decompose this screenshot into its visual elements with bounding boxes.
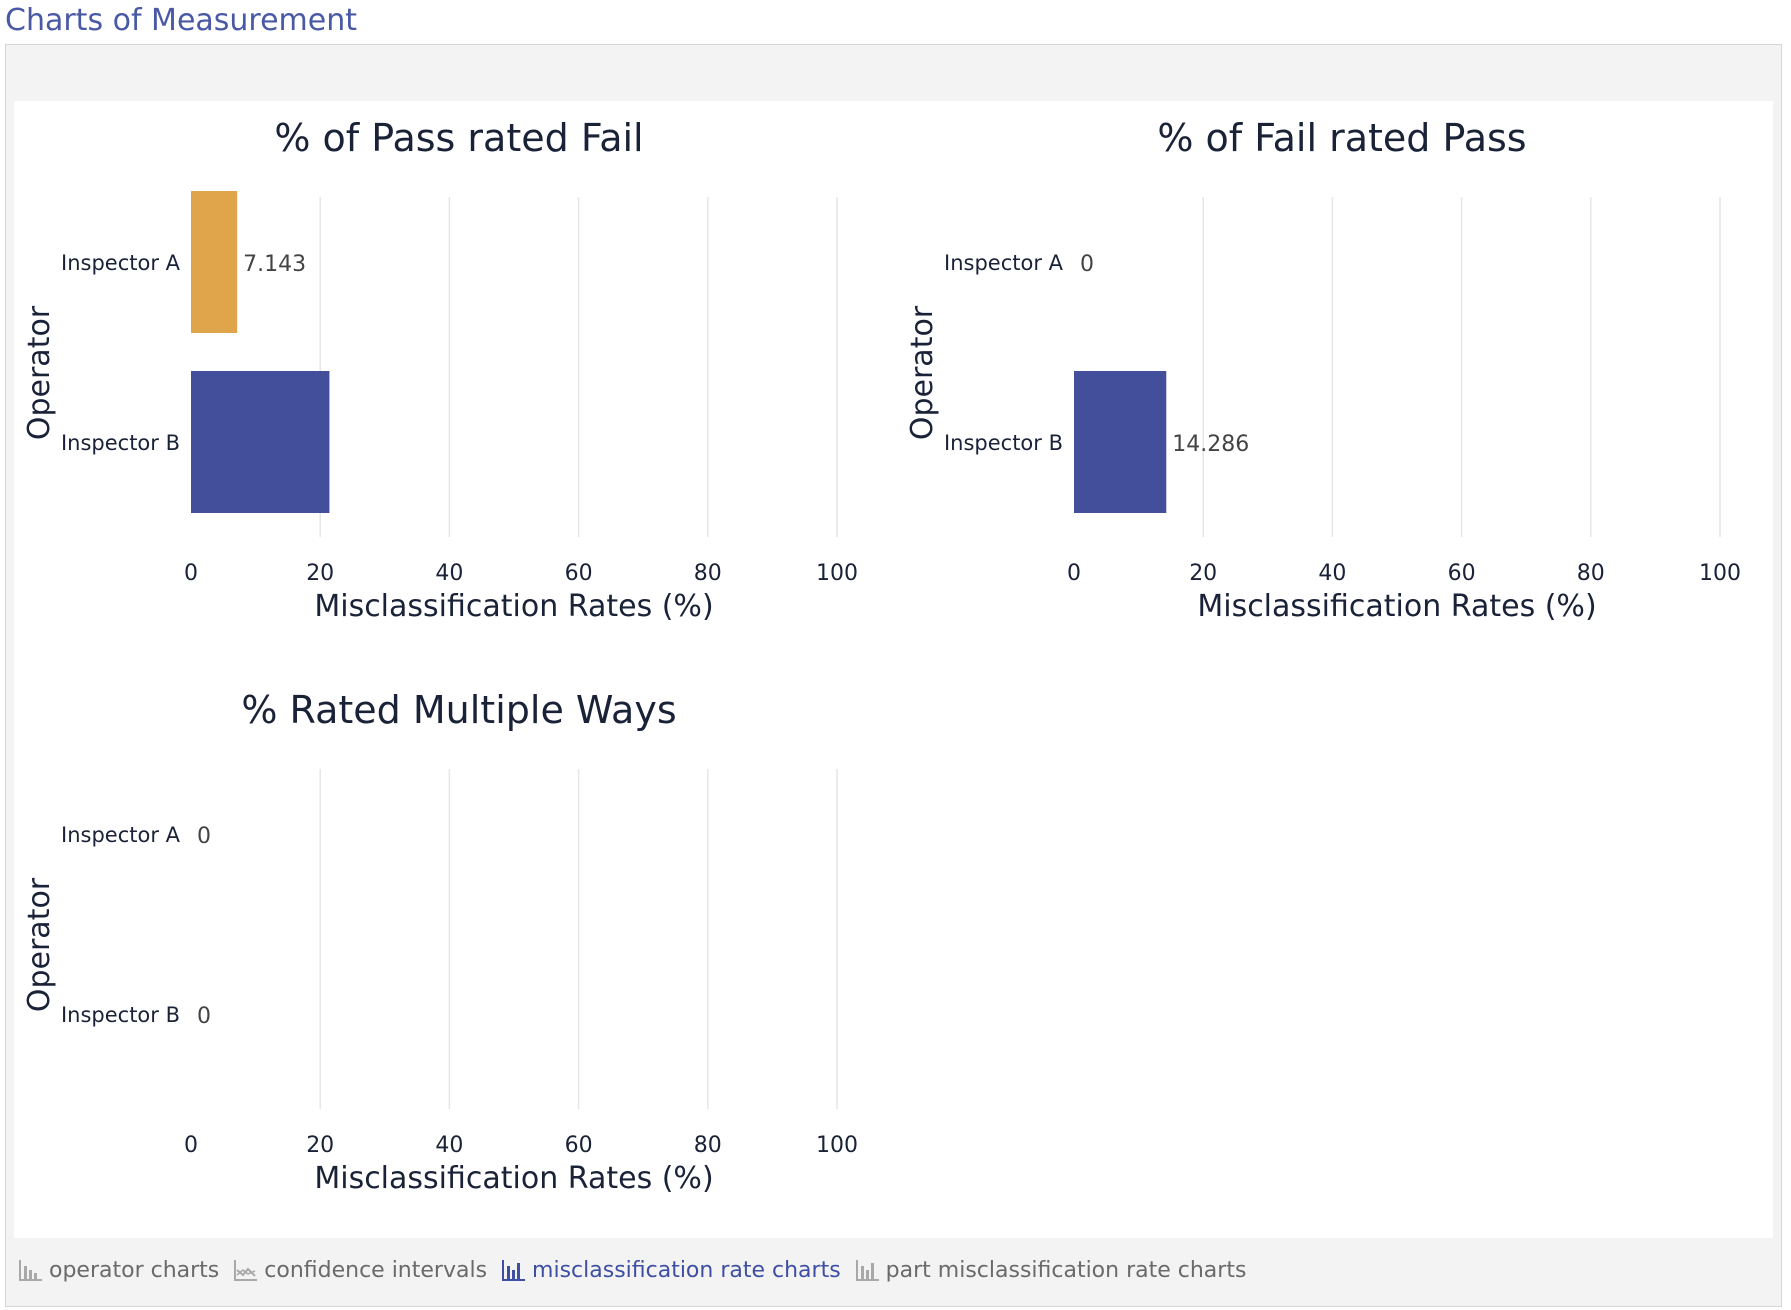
bar — [191, 191, 238, 333]
y-axis-label: Operator — [905, 305, 940, 440]
y-axis-label: Operator — [22, 877, 57, 1012]
page-title: Charts of Measurement — [5, 3, 358, 38]
tab-part-misclassification-rate-charts[interactable]: part misclassification rate charts — [855, 1257, 1247, 1283]
x-tick-label: 80 — [694, 1133, 722, 1158]
charts-panel: % of Pass rated Fail 0 20 40 60 80 100 Misclass… — [5, 44, 1782, 1307]
x-tick-label: 60 — [1448, 561, 1476, 586]
data-label: 0 — [197, 1004, 211, 1029]
x-tick-label: 20 — [306, 1133, 334, 1158]
x-tick-label: 80 — [694, 561, 722, 586]
x-axis-label: Misclassification Rates (%) — [314, 1161, 713, 1196]
chart-area: % of Pass rated Fail 0 20 40 60 80 100 Misclass… — [14, 101, 1773, 1238]
tab-confidence-intervals[interactable]: confidence intervals — [233, 1258, 487, 1283]
chart-tab-bar: operator charts confidence intervals mis… — [14, 1245, 1773, 1295]
x-tick-label: 100 — [1699, 561, 1741, 586]
x-tick-label: 0 — [1067, 561, 1081, 586]
x-tick-label: 40 — [435, 561, 463, 586]
bar-chart-icon — [18, 1258, 44, 1282]
bar — [191, 371, 330, 513]
data-label: 7.143 — [243, 252, 306, 277]
x-tick-label: 20 — [1189, 561, 1217, 586]
category-label: Inspector A — [944, 251, 1064, 275]
category-label: Inspector A — [61, 251, 181, 275]
chart-title: % Rated Multiple Ways — [241, 688, 676, 732]
x-axis-label: Misclassification Rates (%) — [314, 589, 713, 624]
x-tick-label: 20 — [306, 561, 334, 586]
bar-chart-icon — [855, 1258, 881, 1282]
chart-title: % of Pass rated Fail — [274, 116, 643, 160]
category-label: Inspector B — [944, 431, 1063, 455]
x-tick-label: 80 — [1577, 561, 1605, 586]
data-label: 0 — [197, 824, 211, 849]
x-tick-label: 100 — [816, 1133, 858, 1158]
category-label: Inspector B — [61, 1003, 180, 1027]
tab-operator-charts[interactable]: operator charts — [18, 1258, 219, 1283]
tab-label: part misclassification rate charts — [885, 1257, 1247, 1283]
category-label: Inspector B — [61, 431, 180, 455]
x-tick-label: 60 — [565, 1133, 593, 1158]
tab-misclassification-rate-charts[interactable]: misclassification rate charts — [501, 1258, 841, 1283]
data-label: 0 — [1080, 252, 1094, 277]
x-tick-label: 0 — [184, 561, 198, 586]
line-chart-icon — [233, 1258, 259, 1282]
x-tick-label: 100 — [816, 561, 858, 586]
tab-label: confidence intervals — [264, 1257, 488, 1283]
x-tick-label: 40 — [435, 1133, 463, 1158]
x-tick-label: 0 — [184, 1133, 198, 1158]
y-axis-label: Operator — [22, 305, 57, 440]
x-tick-label: 60 — [565, 561, 593, 586]
bar — [1074, 371, 1167, 513]
tab-label: operator charts — [49, 1257, 220, 1283]
data-label: 14.286 — [1172, 432, 1249, 457]
chart-title: % of Fail rated Pass — [1157, 116, 1526, 160]
tab-label: misclassification rate charts — [532, 1257, 841, 1283]
category-label: Inspector A — [61, 823, 181, 847]
x-axis-label: Misclassification Rates (%) — [1197, 589, 1596, 624]
misclassification-charts: % of Pass rated Fail 0 20 40 60 80 100 Misclass… — [22, 116, 1741, 1196]
x-tick-label: 40 — [1318, 561, 1346, 586]
bar-chart-icon — [501, 1258, 527, 1282]
